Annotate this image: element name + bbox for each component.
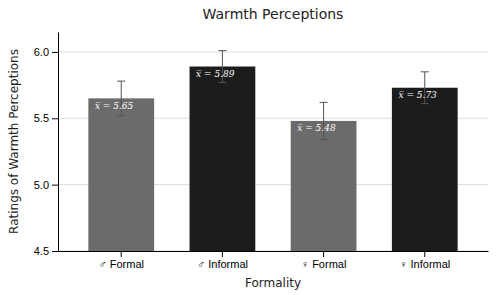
y-tick: 6.0 <box>34 46 58 58</box>
x-axis-title: Formality <box>245 276 301 290</box>
x-tick: ♂ Formal <box>98 251 144 270</box>
x-axis-line <box>59 251 489 252</box>
bar <box>392 88 458 251</box>
y-axis-line <box>58 33 59 252</box>
y-axis-title: Ratings of Warmth Perceptions <box>7 49 21 234</box>
y-tick: 4.5 <box>34 245 58 257</box>
plot: 4.5 5.0 5.5 6.0 ♂ Formal ♂ Informal ♀ Formal ♀ … <box>34 33 489 295</box>
grid-line <box>58 51 488 52</box>
bar-label: x̅ = 5.48 <box>297 123 336 133</box>
error-bar-cap <box>117 81 125 82</box>
chart: 4.5 5.0 5.5 6.0 ♂ Formal ♂ Informal ♀ Formal ♀ … <box>0 0 500 295</box>
bar-label: x̅ = 5.73 <box>398 90 437 100</box>
x-tick-mark <box>323 251 324 257</box>
y-tick-label: 4.5 <box>34 245 49 257</box>
y-tick-mark <box>52 52 58 53</box>
bar <box>291 121 357 251</box>
y-tick: 5.5 <box>34 112 58 124</box>
x-tick: ♀ Informal <box>399 251 450 270</box>
y-tick-label: 6.0 <box>34 46 49 58</box>
error-bar <box>320 102 328 139</box>
bar <box>88 98 154 251</box>
error-bar-line <box>323 102 324 139</box>
x-tick-label: ♀ Formal <box>301 258 347 270</box>
y-tick-mark <box>52 251 58 252</box>
x-tick-mark <box>424 251 425 257</box>
marks <box>88 51 457 251</box>
error-bar-cap <box>320 102 328 103</box>
error-bar-cap <box>421 71 429 72</box>
y-tick-label: 5.0 <box>34 179 49 191</box>
y-tick-label: 5.5 <box>34 112 49 124</box>
error-bar-cap <box>117 115 125 116</box>
x-tick-mark <box>222 251 223 257</box>
bar-labels: x̅ = 5.65 x̅ = 5.89 x̅ = 5.48 x̅ = 5.73 <box>95 69 437 133</box>
x-tick-mark <box>121 251 122 257</box>
bar <box>190 67 256 251</box>
x-tick-label: ♂ Formal <box>98 258 144 270</box>
error-bar-cap <box>218 82 226 83</box>
y-tick-mark <box>52 118 58 119</box>
y-tick-mark <box>52 185 58 186</box>
y-tick: 5.0 <box>34 179 58 191</box>
error-bar-cap <box>218 50 226 51</box>
x-axis: ♂ Formal ♂ Informal ♀ Formal ♀ Informal <box>59 251 489 270</box>
y-axis: 4.5 5.0 5.5 6.0 <box>34 33 59 258</box>
error-bar-cap <box>421 103 429 104</box>
bar-label: x̅ = 5.89 <box>196 69 235 79</box>
x-tick-label: ♀ Informal <box>399 258 450 270</box>
x-tick: ♀ Formal <box>301 251 347 270</box>
x-tick-label: ♂ Informal <box>197 258 248 270</box>
x-tick: ♂ Informal <box>197 251 248 270</box>
error-bar-cap <box>320 139 328 140</box>
title: Warmth Perceptions <box>203 6 344 22</box>
bar-label: x̅ = 5.65 <box>95 101 134 111</box>
